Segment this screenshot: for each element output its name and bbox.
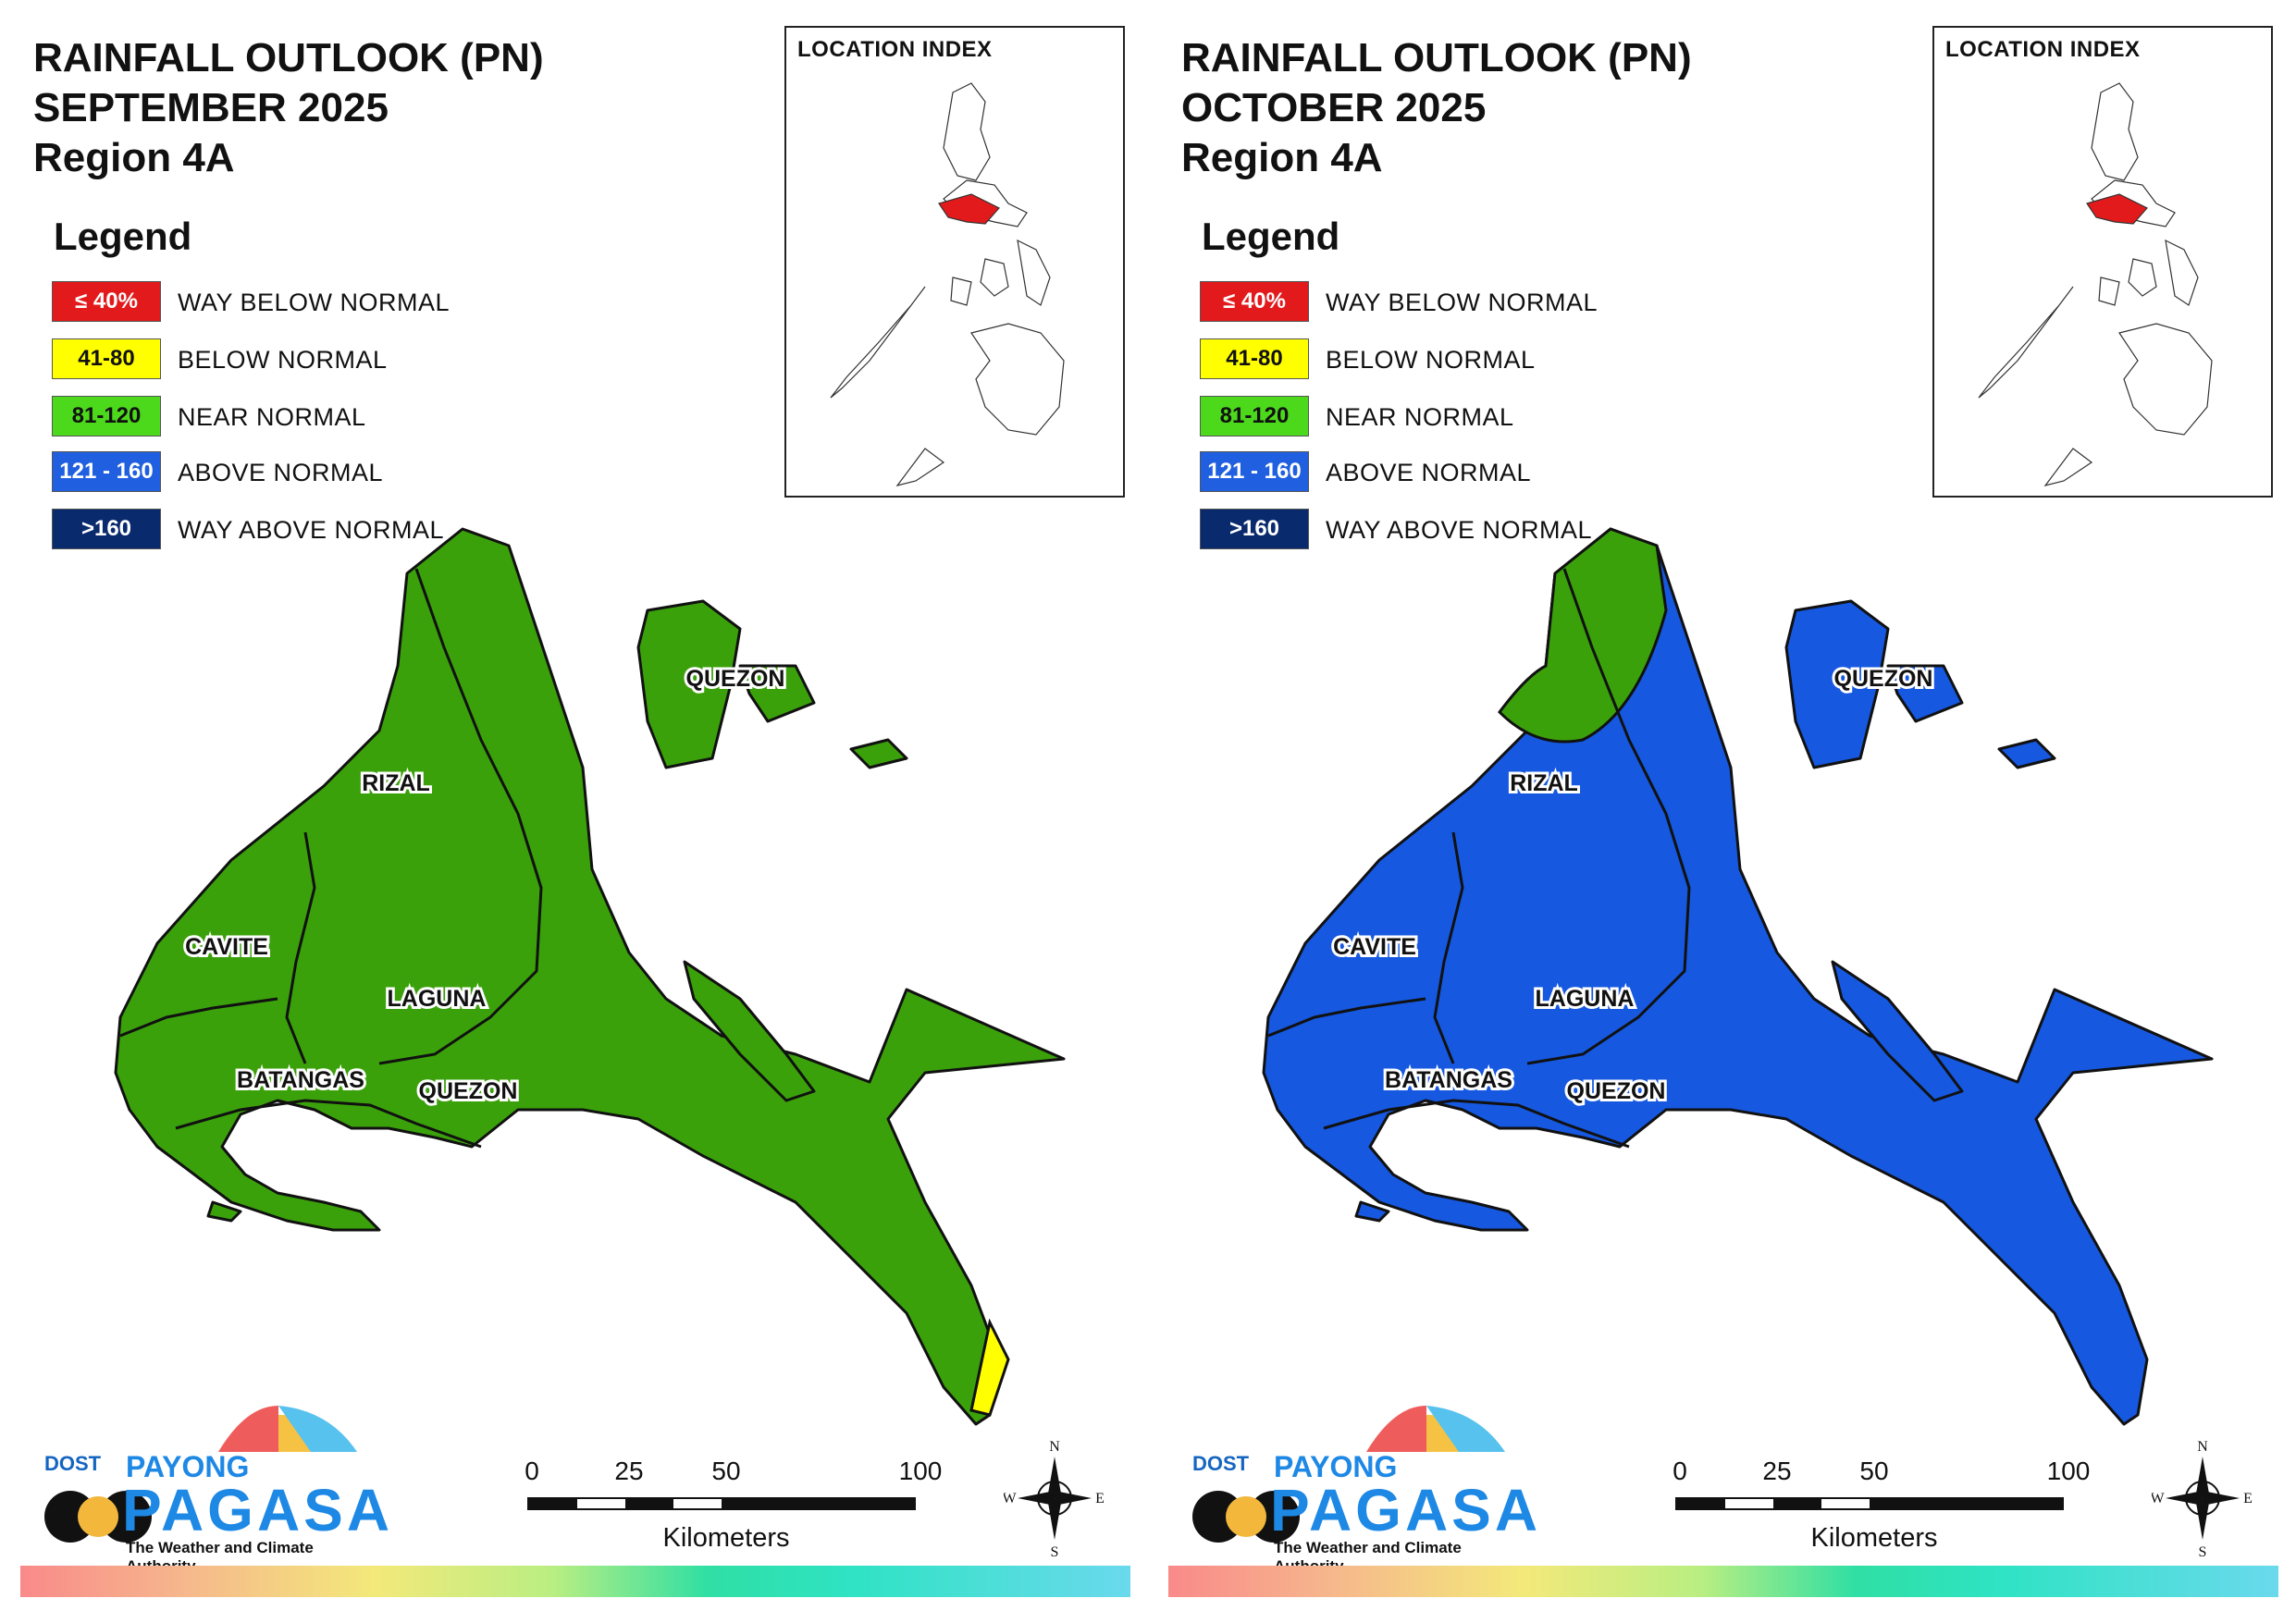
legend-label: NEAR NORMAL [1326,403,1514,431]
province-label-rizal: RIZAL [1510,770,1578,796]
compass-w: W [1004,1491,1017,1506]
legend-label: WAY BELOW NORMAL [178,289,451,316]
province-label-quezon-north: QUEZON [686,666,785,692]
location-index-title: LOCATION INDEX [1945,37,2141,62]
location-index-title: LOCATION INDEX [797,37,993,62]
legend-swatch: 81-120 [1200,396,1309,436]
compass-e: E [2243,1491,2253,1506]
scale-bar-graphic [1675,1497,2064,1510]
title-line-2: OCTOBER 2025 [1181,85,1487,130]
province-label-batangas: BATANGAS [1385,1067,1512,1093]
legend-swatch: ≤ 40% [52,281,161,322]
legend-label: BELOW NORMAL [1326,346,1536,374]
scale-bar: 0 25 50 100 Kilometers [518,1457,942,1558]
region-map: QUEZON RIZAL CAVITE LAGUNA BATANGAS QUEZ… [114,527,1066,1426]
legend-swatch: 41-80 [52,338,161,379]
compass-n: N [2197,1439,2208,1455]
title-line-2: SEPTEMBER 2025 [33,85,389,130]
compass-e: E [1095,1491,1105,1506]
legend-label: NEAR NORMAL [178,403,366,431]
legend-swatch: >160 [52,509,161,549]
compass-rose: N S E W [2150,1438,2253,1560]
logo-pagasa: PAGASA [1270,1477,1542,1543]
compass-icon: N S E W [2150,1439,2253,1560]
footer-gradient-bar [1168,1566,2278,1597]
compass-icon: N S E W [1002,1439,1105,1560]
legend-label: BELOW NORMAL [178,346,388,374]
province-label-laguna: LAGUNA [1536,986,1635,1012]
logo-dost: DOST [44,1452,102,1475]
region-map: QUEZON RIZAL CAVITE LAGUNA BATANGAS QUEZ… [1262,527,2214,1426]
province-label-batangas: BATANGAS [237,1067,364,1093]
philippines-index-map [830,82,1065,486]
legend-swatch: ≤ 40% [1200,281,1309,322]
province-label-quezon-south: QUEZON [1567,1078,1666,1104]
province-label-cavite: CAVITE [185,934,268,960]
scale-bar: 0 25 50 100 Kilometers [1666,1457,2090,1558]
legend-label: WAY ABOVE NORMAL [178,516,445,544]
compass-rose: N S E W [1002,1438,1105,1560]
compass-s: S [1051,1544,1059,1558]
location-index: LOCATION INDEX [1932,26,2273,498]
outlook-panel-october: RAINFALL OUTLOOK (PN) OCTOBER 2025 Regio… [1148,0,2296,1623]
province-label-cavite: CAVITE [1333,934,1416,960]
legend-swatch: 121 - 160 [1200,451,1309,492]
philippines-index-map [1978,82,2213,486]
scale-bar-graphic [527,1497,916,1510]
province-label-rizal: RIZAL [362,770,430,796]
title-line-3: Region 4A [33,135,235,180]
umbrella-icon [44,1406,357,1543]
legend-swatch: 81-120 [52,396,161,436]
scale-tick: 0 [1673,1457,1687,1485]
map-title: RAINFALL OUTLOOK (PN) OCTOBER 2025 Regio… [1181,33,1692,183]
region-4a-highlight [2086,193,2148,225]
logo-dost: DOST [1192,1452,1250,1475]
compass-w: W [2152,1491,2165,1506]
legend-title: Legend [1202,215,1340,258]
scale-tick: 25 [614,1457,644,1485]
legend-swatch: 121 - 160 [52,451,161,492]
pagasa-logo: DOST PAYONG PAGASA The Weather and Clima… [1181,1387,1537,1575]
scale-tick: 100 [898,1457,943,1485]
logo-payong: PAYONG [126,1450,250,1483]
logo-payong: PAYONG [1274,1450,1398,1483]
legend-label: WAY ABOVE NORMAL [1326,516,1593,544]
province-label-quezon-south: QUEZON [419,1078,518,1104]
scale-unit: Kilometers [662,1523,790,1553]
map-title: RAINFALL OUTLOOK (PN) SEPTEMBER 2025 Reg… [33,33,544,183]
compass-n: N [1049,1439,1060,1455]
umbrella-icon [1192,1406,1505,1543]
location-index: LOCATION INDEX [784,26,1125,498]
legend-swatch: 41-80 [1200,338,1309,379]
legend-label: ABOVE NORMAL [1326,459,1532,486]
scale-tick: 0 [525,1457,539,1485]
logo-pagasa: PAGASA [122,1477,394,1543]
compass-s: S [2199,1544,2207,1558]
province-label-laguna: LAGUNA [388,986,487,1012]
province-label-quezon-north: QUEZON [1834,666,1933,692]
scale-tick: 50 [711,1457,741,1485]
legend-title: Legend [54,215,192,258]
scale-tick: 25 [1762,1457,1792,1485]
title-line-1: RAINFALL OUTLOOK (PN) [33,35,544,80]
title-line-3: Region 4A [1181,135,1383,180]
scale-tick: 100 [2046,1457,2091,1485]
legend-label: WAY BELOW NORMAL [1326,289,1599,316]
scale-unit: Kilometers [1810,1523,1938,1553]
legend-swatch: >160 [1200,509,1309,549]
scale-tick: 50 [1859,1457,1889,1485]
legend-label: ABOVE NORMAL [178,459,384,486]
pagasa-logo: DOST PAYONG PAGASA The Weather and Clima… [33,1387,389,1575]
region-4a-highlight [938,193,1000,225]
title-line-1: RAINFALL OUTLOOK (PN) [1181,35,1692,80]
outlook-panel-september: RAINFALL OUTLOOK (PN) SEPTEMBER 2025 Reg… [20,26,1130,1597]
footer-gradient-bar [20,1566,1130,1597]
